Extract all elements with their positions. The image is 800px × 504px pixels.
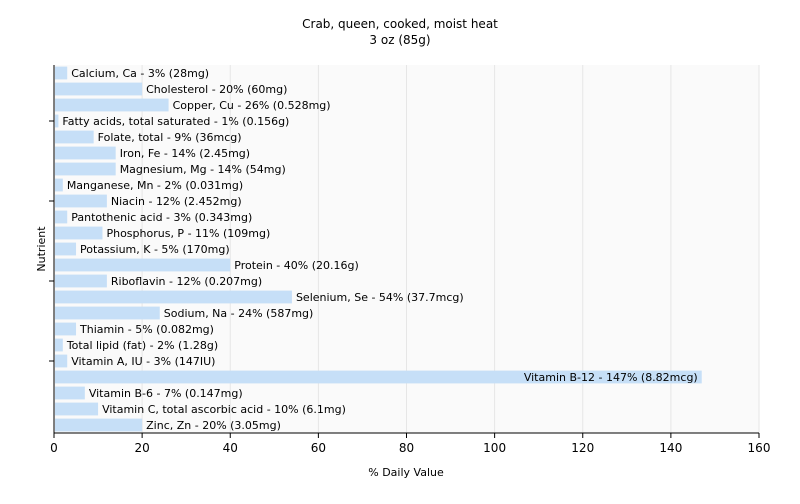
bar: [55, 114, 59, 128]
bar: [55, 386, 85, 400]
bar: [55, 242, 77, 256]
x-axis-label: % Daily Value: [368, 466, 444, 479]
bar-label: Folate, total - 9% (36mcg): [98, 131, 242, 144]
bar: [55, 306, 160, 320]
x-tick-label: 40: [223, 441, 238, 455]
x-tick-label: 140: [659, 441, 682, 455]
bar-label: Vitamin A, IU - 3% (147IU): [71, 355, 215, 368]
bar: [55, 338, 63, 352]
y-axis-label: Nutrient: [35, 226, 48, 272]
bar: [55, 354, 68, 368]
bar: [55, 130, 94, 144]
bar: [55, 146, 116, 160]
bar: [55, 402, 99, 416]
bar-label: Niacin - 12% (2.452mg): [111, 195, 242, 208]
x-tick-label: 160: [748, 441, 771, 455]
bar: [55, 274, 107, 288]
bar-label: Phosphorus, P - 11% (109mg): [106, 227, 270, 240]
bar: [55, 178, 63, 192]
x-tick-label: 0: [50, 441, 58, 455]
bar: [55, 194, 107, 208]
bar: [55, 162, 116, 176]
x-tick-label: 120: [571, 441, 594, 455]
bar: [55, 82, 143, 96]
bar-label: Vitamin C, total ascorbic acid - 10% (6.…: [102, 403, 346, 416]
x-tick-label: 60: [311, 441, 326, 455]
bar-label: Protein - 40% (20.16g): [234, 259, 359, 272]
bar-label: Manganese, Mn - 2% (0.031mg): [67, 179, 243, 192]
bar-label: Copper, Cu - 26% (0.528mg): [173, 99, 331, 112]
bar: [55, 210, 68, 224]
bar-label: Thiamin - 5% (0.082mg): [79, 323, 214, 336]
bar: [55, 418, 143, 432]
x-tick-label: 100: [483, 441, 506, 455]
bar-label: Riboflavin - 12% (0.207mg): [111, 275, 262, 288]
bar-label: Vitamin B-6 - 7% (0.147mg): [89, 387, 243, 400]
bar-label: Zinc, Zn - 20% (3.05mg): [146, 419, 281, 432]
chart-subtitle: 3 oz (85g): [369, 33, 430, 47]
bar: [55, 226, 103, 240]
bar-label: Cholesterol - 20% (60mg): [146, 83, 287, 96]
chart-title: Crab, queen, cooked, moist heat: [302, 17, 498, 31]
bar: [55, 66, 68, 80]
bar: [55, 290, 292, 304]
bar-label: Calcium, Ca - 3% (28mg): [71, 67, 209, 80]
bar-label: Sodium, Na - 24% (587mg): [164, 307, 314, 320]
bar-label: Pantothenic acid - 3% (0.343mg): [71, 211, 252, 224]
bar-label: Iron, Fe - 14% (2.45mg): [120, 147, 250, 160]
bar-label: Selenium, Se - 54% (37.7mcg): [296, 291, 464, 304]
x-tick-label: 80: [399, 441, 414, 455]
bar-label: Magnesium, Mg - 14% (54mg): [120, 163, 286, 176]
bar: [55, 370, 702, 384]
x-tick-label: 20: [134, 441, 149, 455]
bar: [55, 322, 77, 336]
bar: [55, 98, 169, 112]
bar-label: Total lipid (fat) - 2% (1.28g): [66, 339, 218, 352]
plot-area: Calcium, Ca - 3% (28mg) Cholesterol - 20%…: [49, 65, 770, 455]
bar-label: Potassium, K - 5% (170mg): [80, 243, 230, 256]
bar-label: Fatty acids, total saturated - 1% (0.156…: [62, 115, 289, 128]
bar-label: Vitamin B-12 - 147% (8.82mcg): [524, 371, 698, 384]
bar: [55, 258, 231, 272]
